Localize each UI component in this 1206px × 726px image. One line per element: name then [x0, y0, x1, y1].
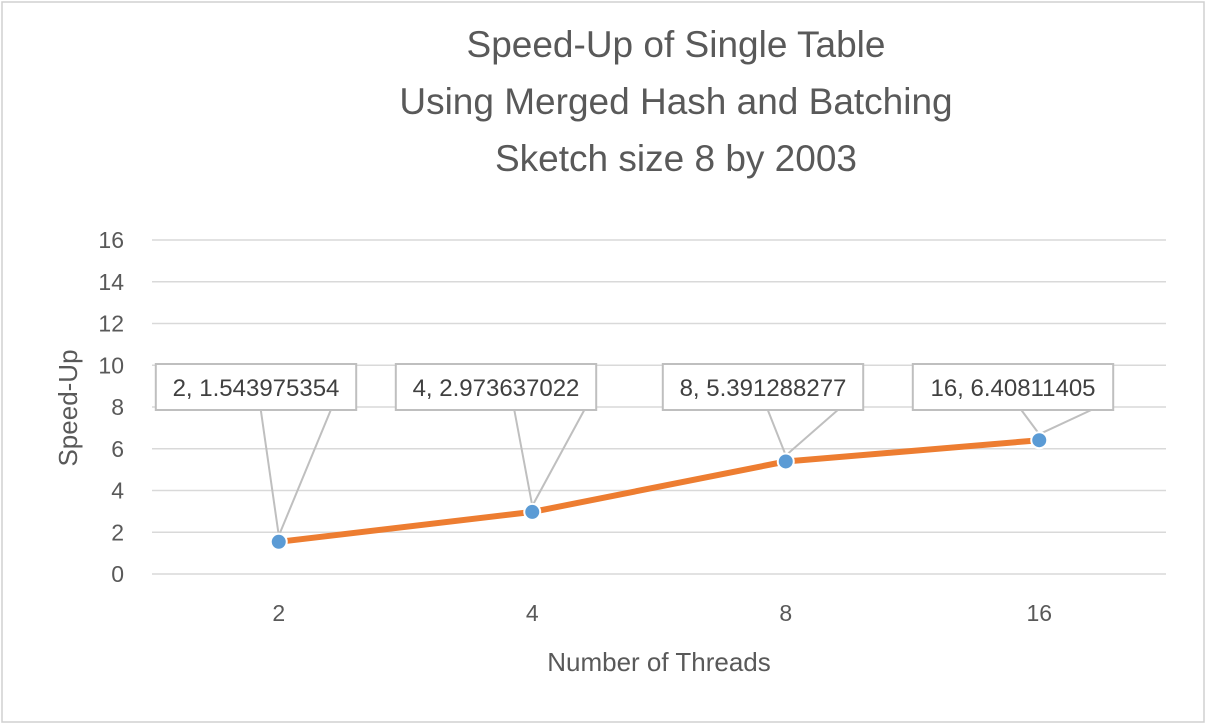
x-tick-label: 8 — [779, 600, 792, 626]
data-label-leader — [1020, 409, 1092, 436]
y-axis-ticks: 0 2 4 6 8 10 12 14 16 — [98, 227, 124, 587]
data-label: 8, 5.391288277 — [680, 375, 847, 402]
data-point — [1030, 431, 1049, 450]
x-tick-label: 16 — [1026, 600, 1052, 626]
data-point — [269, 532, 288, 551]
y-tick-label: 4 — [111, 478, 124, 504]
y-axis-title: Speed-Up — [53, 349, 83, 466]
y-tick-label: 6 — [111, 436, 124, 462]
data-labels: 2, 1.543975354 4, 2.973637022 8, 5.3912882… — [154, 363, 1115, 411]
x-axis-title: Number of Threads — [547, 647, 771, 677]
chart-title: Speed-Up of Single Table Using Merged Ha… — [399, 24, 952, 179]
data-label-box — [154, 363, 358, 411]
chart-title-line-3: Sketch size 8 by 2003 — [495, 138, 857, 179]
data-label: 16, 6.40811405 — [930, 375, 1095, 402]
data-label-box — [661, 363, 865, 411]
y-tick-label: 12 — [98, 311, 124, 337]
series-line — [275, 437, 1043, 545]
data-point — [776, 452, 795, 471]
series-markers — [269, 431, 1049, 551]
data-point — [523, 502, 542, 521]
y-tick-label: 10 — [98, 352, 124, 378]
data-label-leader — [259, 409, 332, 540]
data-label-leader — [513, 409, 586, 509]
data-label-box — [394, 363, 598, 411]
x-tick-label: 4 — [526, 600, 539, 626]
data-label: 4, 2.973637022 — [413, 375, 580, 402]
y-tick-label: 2 — [111, 519, 124, 545]
data-label-leaders — [259, 409, 1092, 540]
y-tick-label: 8 — [111, 394, 124, 420]
y-tick-label: 16 — [98, 227, 124, 253]
chart-title-line-1: Speed-Up of Single Table — [467, 24, 886, 65]
y-tick-label: 0 — [111, 561, 124, 587]
y-tick-label: 14 — [98, 269, 124, 295]
data-label-box — [911, 363, 1115, 411]
chart-title-line-2: Using Merged Hash and Batching — [399, 81, 952, 122]
data-label: 2, 1.543975354 — [173, 375, 340, 402]
x-axis-ticks: 2 4 8 16 — [272, 600, 1052, 626]
x-tick-label: 2 — [272, 600, 285, 626]
